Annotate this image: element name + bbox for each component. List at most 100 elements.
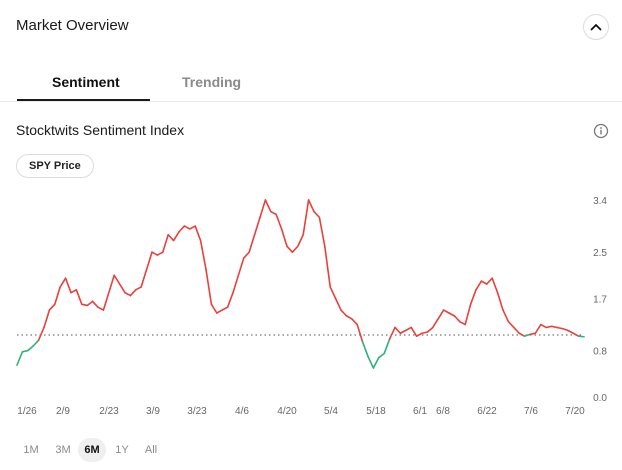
series-segment: [475, 280, 483, 291]
y-tick-label: 3.4: [593, 196, 607, 207]
series-segment: [53, 286, 62, 306]
series-segment: [210, 303, 218, 314]
series-segment: [491, 277, 499, 294]
series-segment: [442, 309, 450, 314]
series-segment: [561, 327, 569, 332]
series-segment: [108, 274, 115, 294]
series-segment: [162, 233, 169, 253]
x-tick-label: 1/26: [17, 406, 37, 417]
series-segment: [124, 291, 132, 297]
series-segment: [194, 225, 202, 242]
x-tick-label: 7/20: [565, 406, 585, 417]
x-tick-label: 6/1: [413, 406, 427, 417]
x-tick-label: 2/9: [56, 406, 70, 417]
x-tick-label: 5/18: [366, 406, 386, 417]
series-segment: [118, 283, 126, 294]
range-3m-button[interactable]: 3M: [55, 444, 71, 456]
range-all-button[interactable]: All: [144, 444, 158, 456]
series-segment: [545, 325, 553, 329]
series-segment: [113, 274, 121, 285]
series-segment: [167, 233, 175, 242]
series-segment: [189, 225, 196, 230]
series-segment: [415, 332, 423, 337]
x-tick-label: 7/6: [524, 406, 538, 417]
info-icon: [593, 123, 609, 139]
x-tick-label: 6/22: [477, 406, 497, 417]
series-segment: [329, 286, 337, 300]
y-tick-label: 1.7: [593, 295, 607, 306]
series-segment: [453, 315, 461, 323]
x-tick-label: 5/4: [324, 406, 338, 417]
series-segment: [323, 245, 332, 288]
tab-sentiment[interactable]: Sentiment: [52, 74, 120, 90]
section-title: Stocktwits Sentiment Index: [16, 122, 185, 138]
series-segment: [426, 326, 434, 333]
series-segment: [172, 231, 180, 242]
series-segment: [480, 280, 488, 285]
series-segment: [43, 309, 51, 329]
series-segment: [102, 291, 110, 311]
series-segment: [275, 213, 283, 230]
y-tick-label: 0.0: [593, 393, 607, 404]
series-segment: [448, 312, 456, 317]
tab-bar: Sentiment Trending: [0, 60, 622, 102]
series-segment: [291, 245, 299, 253]
range-1m-button[interactable]: 1M: [23, 444, 39, 456]
series-segment: [361, 341, 369, 358]
series-segment: [534, 323, 542, 335]
series-segment: [394, 326, 402, 335]
info-button[interactable]: [593, 123, 609, 139]
series-segment: [518, 332, 526, 337]
y-axis: 3.4 2.5 1.7 0.8 0.0: [593, 196, 607, 404]
series-segment: [431, 317, 440, 329]
series-segment: [145, 251, 153, 271]
series-segment: [97, 306, 105, 311]
series-segment: [367, 355, 375, 369]
series-segment: [469, 289, 477, 306]
series-segment: [183, 225, 191, 230]
series-segment: [140, 268, 148, 288]
series-segment: [178, 225, 186, 233]
series-segment: [523, 333, 531, 337]
active-tab-indicator: [17, 99, 150, 101]
series-segment: [302, 199, 310, 236]
market-overview-header: Market Overview: [0, 0, 622, 54]
series-segment: [280, 228, 288, 248]
x-tick-label: 3/23: [187, 406, 207, 417]
series-segment: [86, 300, 94, 307]
series-segment: [388, 326, 396, 340]
series-segment: [572, 332, 580, 337]
collapse-button[interactable]: [583, 14, 609, 40]
series-segment: [21, 349, 29, 353]
y-tick-label: 2.5: [593, 248, 607, 259]
series-segment: [334, 297, 342, 311]
series-segment: [264, 199, 272, 213]
page-title: Market Overview: [16, 17, 129, 34]
series-segment: [237, 257, 245, 277]
series-segment: [566, 329, 575, 335]
series-segment: [286, 245, 294, 253]
series-segment: [64, 277, 72, 294]
series-segment: [248, 233, 256, 253]
series-segment: [221, 306, 229, 311]
series-segment: [199, 239, 207, 271]
series-segment: [458, 320, 467, 326]
series-segment: [421, 331, 429, 335]
series-line-layer: [16, 199, 585, 369]
series-segment: [26, 345, 35, 352]
tab-trending[interactable]: Trending: [182, 74, 242, 90]
series-segment: [507, 320, 515, 329]
x-tick-label: 6/8: [436, 406, 450, 417]
series-segment: [502, 309, 510, 323]
range-6m-button[interactable]: 6M: [78, 438, 106, 462]
x-axis: 1/26 2/9 2/23 3/9 3/23 4/6 4/20 5/4 5/18 6/1 6/8 6/…: [17, 406, 585, 417]
series-segment: [356, 323, 364, 343]
series-segment: [307, 199, 315, 213]
series-segment: [37, 326, 45, 342]
range-1y-button[interactable]: 1Y: [115, 444, 129, 456]
series-segment: [529, 332, 537, 336]
x-tick-label: 3/9: [146, 406, 160, 417]
series-segment: [129, 289, 137, 297]
spy-price-toggle[interactable]: SPY Price: [16, 154, 94, 178]
series-segment: [75, 289, 83, 306]
